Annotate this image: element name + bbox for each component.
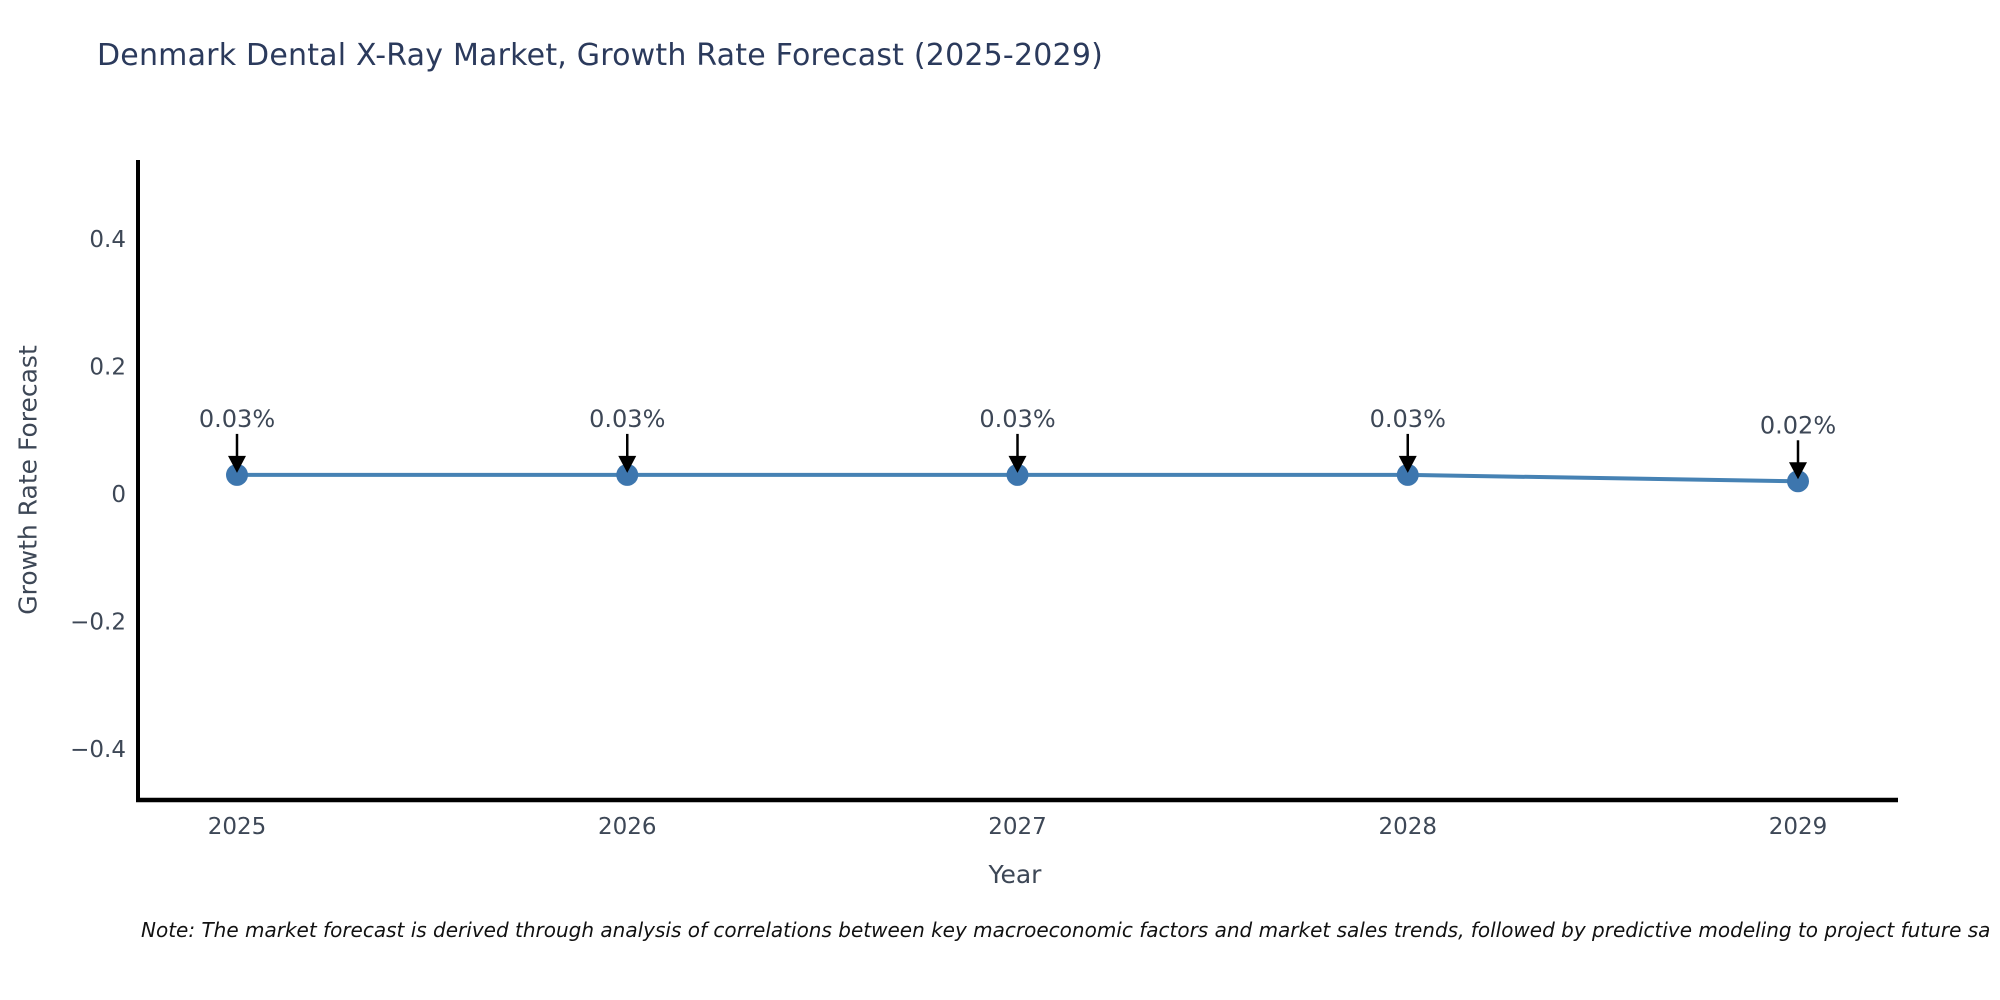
data-point-marker [1006, 463, 1029, 486]
y-tick-label: 0.4 [89, 227, 126, 253]
x-tick-label: 2028 [1378, 814, 1437, 840]
x-tick-label: 2029 [1769, 814, 1828, 840]
y-tick-label: −0.2 [70, 610, 126, 636]
data-point-marker [616, 463, 639, 486]
x-axis-label: Year [988, 860, 1042, 889]
data-point-label: 0.03% [1370, 405, 1446, 433]
data-point-label: 0.03% [589, 405, 665, 433]
data-point-label: 0.03% [199, 405, 275, 433]
y-tick-label: −0.4 [70, 737, 126, 763]
x-tick-label: 2025 [208, 814, 267, 840]
y-tick-label: 0 [111, 482, 126, 508]
data-point-marker [1787, 470, 1809, 493]
data-point-marker [1396, 463, 1419, 486]
chart-title: Denmark Dental X-Ray Market, Growth Rate… [97, 38, 1104, 73]
annotation-arrow-head [1008, 455, 1027, 473]
x-tick-label: 2027 [988, 814, 1047, 840]
data-point-label: 0.02% [1760, 411, 1836, 439]
annotation-arrow-head [1398, 455, 1417, 473]
annotation-arrow-head [618, 455, 637, 473]
annotation-arrow-head [1789, 462, 1807, 480]
footnote: Note: The market forecast is derived thr… [141, 918, 1991, 942]
annotation-arrow-head [228, 455, 246, 473]
y-tick-label: 0.2 [89, 355, 126, 381]
x-tick-label: 2026 [598, 814, 657, 840]
y-axis-label: Growth Rate Forecast [13, 345, 43, 615]
data-point-marker [226, 463, 248, 486]
data-point-label: 0.03% [979, 405, 1055, 433]
